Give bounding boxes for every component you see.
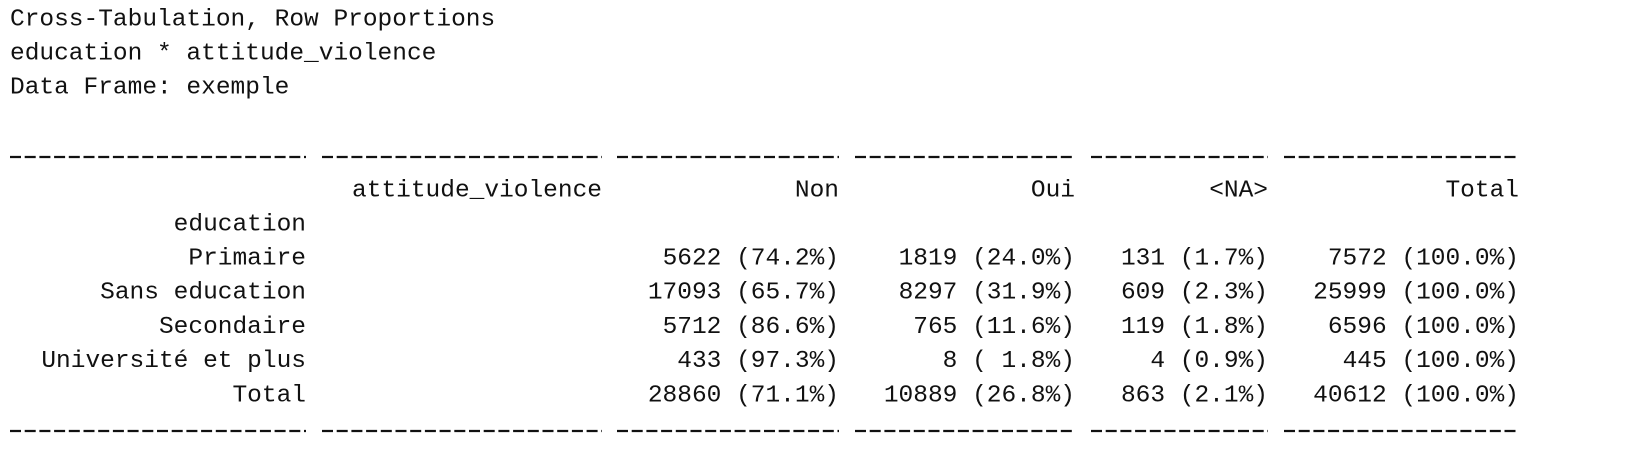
cell: 609 (2.3%) — [1121, 280, 1268, 307]
row-label: Secondaire — [159, 314, 306, 341]
column-header: <NA> — [1209, 177, 1268, 204]
cell: 5712 (86.6%) — [663, 314, 839, 341]
cell: 40612 (100.0%) — [1313, 382, 1519, 409]
column-header: Total — [1445, 177, 1519, 204]
row-label: Sans education — [100, 280, 306, 307]
cell: 5622 (74.2%) — [663, 245, 839, 272]
cell: 433 (97.3%) — [677, 348, 839, 375]
cell: 131 (1.7%) — [1121, 245, 1268, 272]
cell: 17093 (65.7%) — [648, 280, 839, 307]
cell: 28860 (71.1%) — [648, 382, 839, 409]
row-label: Primaire — [188, 245, 306, 272]
data-frame: Data Frame: exemple — [10, 74, 289, 101]
cell: 119 (1.8%) — [1121, 314, 1268, 341]
row-label: Total — [232, 382, 306, 409]
row-label: Université et plus — [41, 348, 306, 375]
cell: 4 (0.9%) — [1150, 348, 1268, 375]
variables: education * attitude_violence — [10, 40, 436, 67]
cell: 8 ( 1.8%) — [943, 348, 1075, 375]
cell: 445 (100.0%) — [1343, 348, 1519, 375]
cell: 8297 (31.9%) — [899, 280, 1075, 307]
cell: 10889 (26.8%) — [884, 382, 1075, 409]
row-variable: education — [174, 211, 306, 238]
cell: 25999 (100.0%) — [1313, 280, 1519, 307]
cell: 6596 (100.0%) — [1328, 314, 1519, 341]
cell: 765 (11.6%) — [913, 314, 1075, 341]
cell: 863 (2.1%) — [1121, 382, 1268, 409]
column-header: Non — [795, 177, 839, 204]
column-header: attitude_violence — [352, 177, 602, 204]
title: Cross-Tabulation, Row Proportions — [10, 6, 495, 33]
cell: 1819 (24.0%) — [899, 245, 1075, 272]
column-header: Oui — [1031, 177, 1075, 204]
cell: 7572 (100.0%) — [1328, 245, 1519, 272]
